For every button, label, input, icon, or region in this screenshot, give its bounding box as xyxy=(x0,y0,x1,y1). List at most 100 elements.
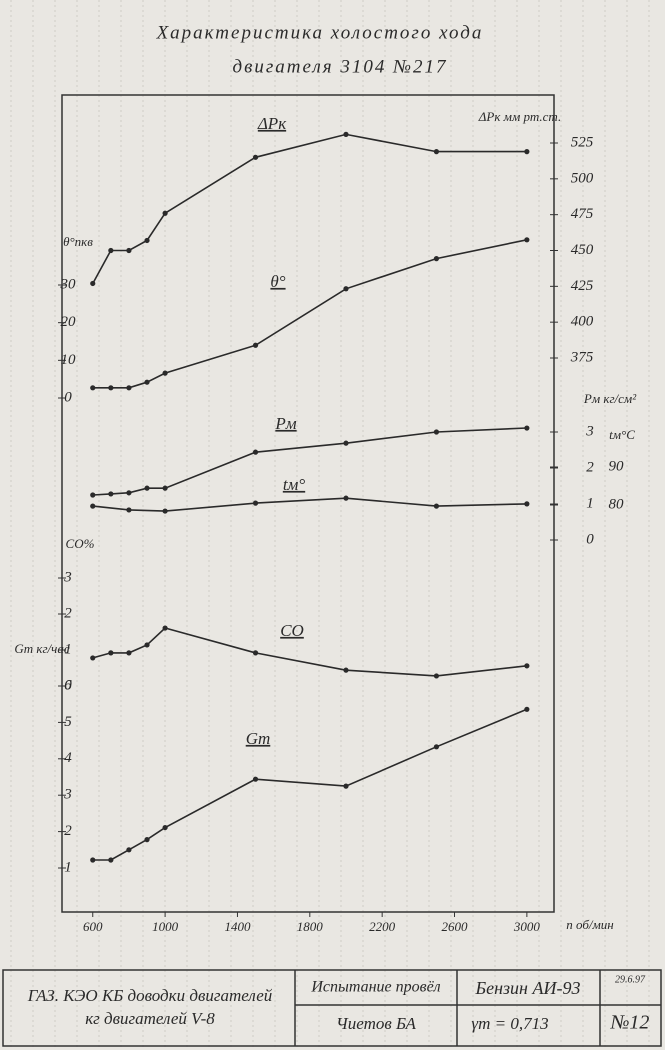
data-point xyxy=(524,149,530,155)
data-point xyxy=(433,429,440,435)
data-point xyxy=(162,824,168,831)
data-point xyxy=(524,425,530,431)
data-point xyxy=(144,837,150,843)
data-point xyxy=(343,131,349,137)
axis-label: θ°пкв xyxy=(63,234,93,249)
y-tick-label: 1 xyxy=(64,641,72,657)
axis-label: Gт кг/час xyxy=(14,641,69,656)
data-point xyxy=(343,783,349,789)
fuel: Бензин АИ-93 xyxy=(475,978,581,998)
data-point xyxy=(90,857,96,863)
axis-label: CO% xyxy=(66,536,95,551)
data-point xyxy=(144,379,150,385)
x-tick-label: 3000 xyxy=(513,919,541,934)
data-point xyxy=(126,490,132,496)
data-point xyxy=(343,440,349,446)
y-tick-label: 6 xyxy=(64,677,72,693)
y-tick-label: 0 xyxy=(64,389,72,405)
data-point xyxy=(524,237,530,243)
data-point xyxy=(90,655,96,661)
y-tick-label: 0 xyxy=(586,531,594,547)
data-point xyxy=(252,449,259,455)
y-tick-label: 10 xyxy=(61,352,77,368)
organization: кг двигателей V-8 xyxy=(85,1009,215,1028)
data-point xyxy=(162,485,168,491)
chart-subtitle: двигателя 3104 №217 xyxy=(233,56,448,77)
series-name: Pм xyxy=(274,414,296,433)
series-name: CO xyxy=(280,621,304,640)
x-axis-label: n об/мин xyxy=(566,917,613,932)
data-point xyxy=(126,507,132,513)
x-tick-label: 2600 xyxy=(442,919,469,934)
tester: Чиетов БА xyxy=(336,1014,417,1033)
x-tick-label: 600 xyxy=(83,919,103,934)
y-tick-label: 400 xyxy=(571,314,594,330)
data-point xyxy=(144,237,150,244)
y-tick-label: 2 xyxy=(64,605,72,621)
data-point xyxy=(524,501,530,507)
data-point xyxy=(524,706,530,712)
y-tick-label: 375 xyxy=(570,349,594,365)
chart-title: Характеристика холостого хода xyxy=(156,22,484,43)
date: 29.6.97 xyxy=(615,974,646,985)
data-point xyxy=(252,776,259,782)
data-point xyxy=(90,280,96,287)
data-point xyxy=(108,650,114,656)
x-tick-label: 1800 xyxy=(297,919,324,934)
data-point xyxy=(252,500,259,506)
series-name: ΔPк xyxy=(257,114,287,133)
y-tick-label: 5 xyxy=(64,714,72,730)
data-point xyxy=(252,342,259,348)
sheet-number: №12 xyxy=(610,1012,650,1034)
data-point xyxy=(433,256,440,262)
data-point xyxy=(90,385,96,391)
title-block xyxy=(2,969,662,1047)
y-tick-label: 525 xyxy=(571,134,594,150)
data-point xyxy=(90,503,96,509)
y-tick-label: 3 xyxy=(585,423,594,439)
data-point xyxy=(343,286,349,292)
y-tick-label: 500 xyxy=(571,170,594,186)
y-tick-label: 475 xyxy=(571,206,594,222)
data-point xyxy=(144,485,150,491)
x-tick-label: 1400 xyxy=(224,919,251,934)
y-tick-label: 1 xyxy=(64,859,72,875)
data-point xyxy=(162,370,168,376)
data-point xyxy=(90,492,96,498)
data-point xyxy=(433,744,440,750)
data-point xyxy=(433,673,440,679)
data-point xyxy=(433,503,440,509)
axis-label: tм°C xyxy=(609,427,635,442)
series-name: θ° xyxy=(270,272,285,291)
data-point xyxy=(126,247,132,254)
x-tick-label: 2200 xyxy=(369,919,396,934)
y-tick-label: 425 xyxy=(571,278,594,294)
y-tick-label: 80 xyxy=(609,496,625,512)
data-point xyxy=(162,508,168,514)
data-point xyxy=(144,642,150,648)
y-tick-label: 20 xyxy=(61,314,77,330)
data-point xyxy=(162,210,168,216)
y-tick-label: 2 xyxy=(586,459,594,475)
y-tick-label: 450 xyxy=(571,242,594,258)
data-point xyxy=(343,667,349,673)
series-name: Gт xyxy=(246,729,271,748)
y-tick-label: 30 xyxy=(60,276,77,292)
y-tick-label: 0 xyxy=(64,677,72,693)
density: γт = 0,713 xyxy=(471,1014,548,1033)
data-point xyxy=(433,149,440,155)
data-point xyxy=(343,495,349,501)
data-point xyxy=(126,847,132,853)
x-tick-label: 1000 xyxy=(152,919,179,934)
y-tick-label: 3 xyxy=(63,787,72,803)
data-point xyxy=(108,247,114,254)
tested-by: Испытание провёл xyxy=(310,979,440,996)
data-point xyxy=(108,385,114,391)
y-tick-label: 2 xyxy=(64,823,72,839)
y-tick-label: 3 xyxy=(63,569,72,585)
axis-label: Pм кг/см² xyxy=(583,391,637,406)
axis-label: ΔPк мм рт.ст. xyxy=(478,109,561,124)
data-point xyxy=(162,625,168,631)
